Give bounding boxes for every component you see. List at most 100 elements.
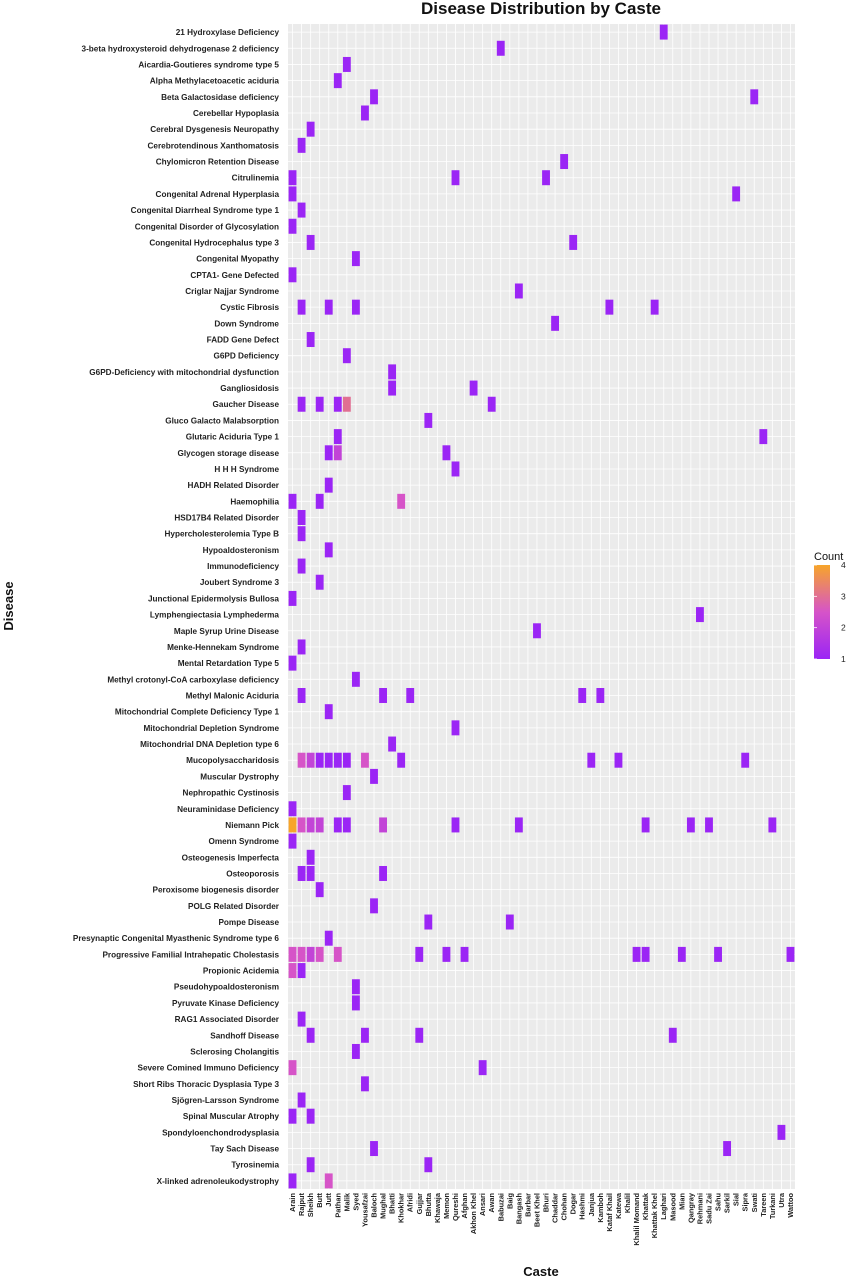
y-tick-pseudohypoaldosteronism: Pseudohypoaldosteronism [174,983,279,992]
y-tick-hypercholesterolemia-type-b: Hypercholesterolemia Type B [164,530,279,539]
cell-peroxisome-biogenesis-disorder-butt [315,882,324,898]
x-tick-bangash: Bangash [514,1193,523,1225]
cell-hypoaldosteronism-jutt [324,542,333,558]
cell-muscular-dystrophy-baloch [370,768,378,784]
x-tick-mughal: Mughal [379,1193,388,1219]
cell-down-syndrome-chaddar [551,315,560,331]
cell-osteoporosis-rajput [297,865,306,881]
y-tick-congenital-diarrheal-syndrome-type-1: Congenital Diarrheal Syndrome type 1 [131,206,280,215]
x-tick-kamboh: Kamboh [596,1193,605,1223]
cell-progressive-familial-intrahepatic-cholestasis-sheikh [306,946,315,962]
cell-joubert-syndrome-3-butt [315,574,324,590]
cell-cystic-fibrosis-khattak-khel [650,299,659,315]
y-tick-g6pd-deficiency: G6PD Deficiency [213,352,279,361]
cell-menke-hennekam-syndrome-rajput [297,639,306,655]
cell-osteoporosis-mughal [379,865,387,881]
cell-tay-sach-disease-baloch [370,1141,378,1157]
cell-21-hydroxylase-deficiency-laghari [659,24,668,40]
y-tick-g6pd-deficiency-with-mitochondrial-dysfunction: G6PD-Deficiency with mitochondrial dysfu… [89,368,279,377]
x-tick-sarkil: Sarkil [723,1193,732,1213]
cell-mitochondrial-dna-depletion-type-6-bhatti [388,736,397,752]
y-tick-beta-galactosidase-deficiency: Beta Galactosidase deficiency [161,93,279,102]
x-tick-rehmani: Rehmani [695,1193,704,1224]
cell-glutaric-aciduria-type-1-tareen [759,429,768,445]
x-tick-afghan: Afghan [460,1193,469,1219]
y-tick-labels: 21 Hydroxylase Deficiency 3-beta hydroxys… [73,28,280,1186]
y-tick-x-linked-adrenoleukodystrophy: X-linked adrenoleukodystrophy [157,1177,280,1186]
legend-tick-label: 4 [841,560,846,570]
y-tick-polg-related-disorder: POLG Related Disorder [188,902,280,911]
cell-aicardia-goutieres-syndrome-type-5-malik [342,56,351,72]
x-tick-laghari: Laghari [659,1193,668,1220]
y-tick-hadh-related-disorder: HADH Related Disorder [188,481,280,490]
x-tick-chohan: Chohan [560,1193,569,1221]
x-tick-ansari: Ansari [478,1193,487,1216]
cell-niemann-pick-sadu-zai [705,817,713,833]
x-tick-rajput: Rajput [297,1192,306,1216]
x-tick-khawaja: Khawaja [433,1192,442,1223]
cell-progressive-familial-intrahepatic-cholestasis-khattak [641,946,650,962]
x-tick-kataf-khail: Kataf Khail [605,1193,614,1232]
y-tick-chylomicron-retention-disease: Chylomicron Retention Disease [156,158,280,167]
y-tick-congenital-disorder-of-glycosylation: Congenital Disorder of Glycosylation [135,222,279,231]
x-tick-yousafzai: Yousafzai [360,1193,369,1227]
x-tick-khalil-momand: Khalil Momand [632,1193,641,1246]
x-tick-mian: Mian [677,1193,686,1210]
y-tick-immunodeficiency: Immunodeficiency [207,562,279,571]
cell-progressive-familial-intrahepatic-cholestasis-gujjar [415,946,424,962]
y-tick-congenital-hydrocephalus-type-3: Congenital Hydrocephalus type 3 [149,238,279,247]
y-tick-cystic-fibrosis: Cystic Fibrosis [220,303,279,312]
x-tick-katewa: Katewa [614,1192,623,1219]
cell-junctional-epidermolysis-bullosa-arain [288,590,297,606]
cell-citrulinemia-qureshi [451,170,460,186]
cell-gaucher-disease-rajput [297,396,306,412]
x-tick-qureshi: Qureshi [451,1193,460,1221]
cell-niemann-pick-rajput [297,817,306,833]
cell-presynaptic-congenital-myasthenic-syndrome-type-6-jutt [324,930,333,946]
y-tick-pompe-disease: Pompe Disease [218,918,279,927]
x-tick-turkani: Turkani [768,1193,777,1219]
legend-tick-label: 3 [841,591,846,601]
cell-hadh-related-disorder-jutt [324,477,333,493]
cell-niemann-pick-qangray [686,817,695,833]
cell-mucopolysaccharidosis-jutt [324,752,333,768]
y-tick-osteoporosis: Osteoporosis [226,869,279,878]
y-tick-cerebrotendinous-xanthomatosis: Cerebrotendinous Xanthomatosis [148,141,280,150]
y-tick-nephropathic-cystinosis: Nephropathic Cystinosis [183,789,280,798]
y-tick-osteogenesis-imperfecta: Osteogenesis Imperfecta [182,853,280,862]
y-tick-mitochondrial-dna-depletion-type-6: Mitochondrial DNA Depletion type 6 [140,740,279,749]
cell-x-linked-adrenoleukodystrophy-arain [288,1173,297,1189]
cell-congenital-hydrocephalus-type-3-sheikh [306,234,315,250]
cell-haemophilia-khokhar [397,493,406,509]
cell-gaucher-disease-awan [487,396,496,412]
cell-chylomicron-retention-disease-chohan [560,154,569,170]
y-tick-menke-hennekam-syndrome: Menke-Hennekam Syndrome [167,643,279,652]
x-tick-beet-khel: Beet Khel [532,1193,541,1227]
cell-sandhoff-disease-masood [668,1027,677,1043]
cell-congenital-diarrheal-syndrome-type-1-rajput [297,202,306,218]
cell-beta-galactosidase-deficiency-swati [750,89,759,105]
cell-haemophilia-butt [315,493,324,509]
cell-methyl-crotonyl-coa-carboxylase-deficiency-syed [351,671,360,687]
cell-glutaric-aciduria-type-1-pathan [333,429,342,445]
cell-cystic-fibrosis-kataf-khail [605,299,614,315]
cell-niemann-pick-qureshi [451,817,460,833]
cell-sandhoff-disease-gujjar [415,1027,424,1043]
x-tick-labels: Arain Rajput Sheikh Butt Jutt Pathan Malik Syed… [288,1192,795,1245]
cell-gluco-galacto-malabsorption-bhutta [424,412,433,428]
y-tick-pyruvate-kinase-deficiency: Pyruvate Kinase Deficiency [172,999,279,1008]
cell-progressive-familial-intrahepatic-cholestasis-sahu [714,946,722,962]
cell-niemann-pick-turkani [768,817,777,833]
cell-hypercholesterolemia-type-b-rajput [297,526,306,542]
x-tick-dogar: Dogar [569,1193,578,1214]
y-tick-mitochondrial-depletion-syndrome: Mitochondrial Depletion Syndrome [143,724,279,733]
grid-lines [288,24,795,1189]
x-axis-title: Caste [523,1264,558,1279]
y-tick-hypoaldosteronism: Hypoaldosteronism [203,546,279,555]
cell-congenital-adrenal-hyperplasia-arain [288,186,297,202]
y-tick-congenital-myopathy: Congenital Myopathy [196,255,279,264]
cell-mucopolysaccharidosis-katewa [614,752,623,768]
heatmap-cells [288,24,795,1189]
cell-glycogen-storage-disease-memon [442,445,451,461]
cell-niemann-pick-bangash [514,817,523,833]
